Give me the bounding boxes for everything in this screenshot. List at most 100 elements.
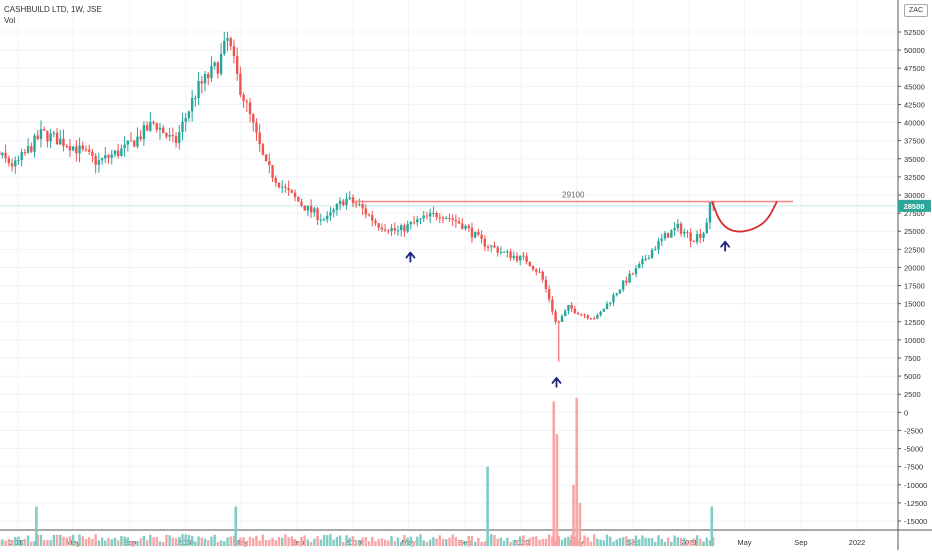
candle-body: [220, 54, 222, 74]
y-tick-label: 25000: [904, 227, 925, 236]
volume-bar: [101, 538, 103, 546]
candle-body: [339, 201, 341, 204]
candle-body: [82, 146, 84, 150]
volume-bar: [400, 542, 402, 546]
volume-bar: [297, 541, 299, 546]
volume-bar: [82, 536, 84, 546]
candle-body: [619, 290, 621, 294]
volume-bar: [275, 540, 277, 546]
candle-body: [638, 264, 640, 268]
candles: [0, 32, 714, 362]
candle-body: [471, 228, 473, 238]
volume-bar: [159, 542, 161, 547]
candle-body: [297, 197, 299, 201]
candle-body: [387, 230, 389, 231]
candle-body: [522, 256, 524, 257]
candle-body: [558, 322, 560, 323]
volume-bar: [429, 540, 431, 546]
y-tick-label: 50000: [904, 46, 925, 55]
volume-bar: [596, 539, 598, 546]
candle-body: [4, 153, 6, 158]
candle-body: [275, 178, 277, 183]
volume-spike: [579, 503, 582, 546]
volume-spike: [556, 434, 559, 546]
candle-body: [538, 272, 540, 273]
candle-body: [439, 217, 441, 218]
volume-bar: [175, 538, 177, 546]
candle-body: [236, 56, 238, 74]
volume-bar: [593, 534, 595, 546]
volume-bar: [278, 537, 280, 546]
volume-bar: [284, 534, 286, 546]
currency-badge[interactable]: ZAC: [904, 4, 928, 17]
volume-bar: [85, 539, 87, 546]
volume-bars: [0, 398, 714, 546]
volume-bar: [545, 539, 547, 546]
volume-bar: [426, 542, 428, 546]
volume-bar: [455, 537, 457, 546]
volume-bar: [612, 542, 614, 546]
candle-body: [455, 220, 457, 221]
candle-body: [445, 218, 447, 219]
volume-bar: [43, 540, 45, 546]
y-tick-label: 5000: [904, 372, 921, 381]
candle-body: [223, 41, 225, 54]
volume-bar: [606, 535, 608, 547]
candle-body: [1, 153, 3, 155]
volume-bar: [78, 534, 80, 546]
candle-body: [628, 274, 630, 283]
y-axis-labels: -15000-12500-10000-7500-5000-25000250050…: [898, 28, 927, 526]
candle-body: [503, 252, 505, 253]
candle-body: [432, 213, 434, 214]
candle-body: [278, 183, 280, 188]
volume-bar: [439, 535, 441, 546]
y-tick-label: -7500: [904, 463, 923, 472]
candle-body: [397, 230, 399, 231]
candle-body: [336, 204, 338, 210]
candle-body: [188, 111, 190, 118]
candle-body: [246, 101, 248, 102]
volume-bar: [442, 539, 444, 546]
candle-body: [657, 241, 659, 249]
candle-body: [496, 247, 498, 252]
volume-bar: [641, 535, 643, 546]
candle-body: [442, 218, 444, 219]
y-tick-label: 15000: [904, 300, 925, 309]
candle-body: [548, 289, 550, 299]
candle-body: [27, 146, 29, 153]
candle-body: [268, 161, 270, 165]
volume-bar: [374, 541, 376, 546]
volume-bar: [265, 540, 267, 546]
volume-bar: [27, 536, 29, 547]
volume-bar: [130, 541, 132, 546]
candle-body: [111, 155, 113, 158]
y-tick-label: -15000: [904, 517, 927, 526]
candle-body: [146, 125, 148, 130]
volume-bar: [435, 539, 437, 546]
y-tick-label: 7500: [904, 354, 921, 363]
candle-body: [551, 300, 553, 312]
volume-bar: [471, 536, 473, 546]
candle-body: [371, 215, 373, 220]
candle-body: [191, 98, 193, 111]
candle-body: [37, 136, 39, 139]
candle-body: [127, 141, 129, 145]
candle-body: [342, 201, 344, 205]
candle-body: [46, 131, 48, 142]
y-tick-label: -10000: [904, 481, 927, 490]
candle-body: [480, 235, 482, 239]
volume-bar: [220, 540, 222, 546]
y-tick-label: 12500: [904, 318, 925, 327]
candle-body: [413, 222, 415, 223]
candle-body: [451, 219, 453, 221]
candle-body: [181, 122, 183, 132]
candle-body: [596, 315, 598, 319]
candle-body: [615, 293, 617, 295]
candle-body: [419, 218, 421, 219]
volume-bar: [156, 537, 158, 546]
volume-bar: [320, 540, 322, 547]
candle-body: [500, 252, 502, 253]
volume-bar: [387, 541, 389, 547]
volume-bar: [538, 540, 540, 546]
